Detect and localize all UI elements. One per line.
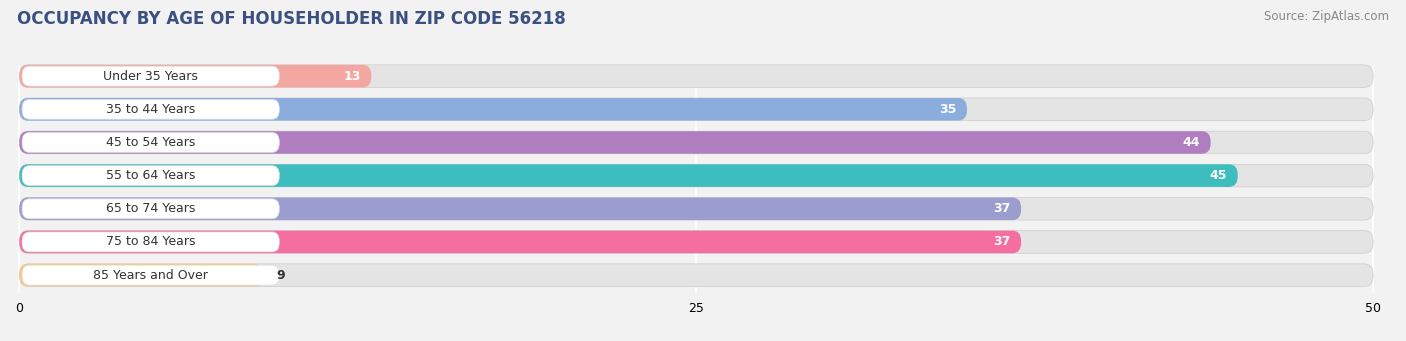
Text: 37: 37 [993, 235, 1011, 249]
FancyBboxPatch shape [20, 197, 1374, 220]
FancyBboxPatch shape [20, 164, 1374, 187]
Text: 9: 9 [277, 269, 285, 282]
Text: 35 to 44 Years: 35 to 44 Years [105, 103, 195, 116]
Text: 35: 35 [939, 103, 956, 116]
FancyBboxPatch shape [20, 264, 263, 286]
FancyBboxPatch shape [22, 232, 280, 252]
FancyBboxPatch shape [20, 264, 1374, 286]
Text: 65 to 74 Years: 65 to 74 Years [105, 202, 195, 215]
FancyBboxPatch shape [20, 65, 371, 87]
FancyBboxPatch shape [22, 166, 280, 186]
FancyBboxPatch shape [20, 164, 1237, 187]
FancyBboxPatch shape [20, 131, 1374, 154]
Text: OCCUPANCY BY AGE OF HOUSEHOLDER IN ZIP CODE 56218: OCCUPANCY BY AGE OF HOUSEHOLDER IN ZIP C… [17, 10, 565, 28]
Text: 44: 44 [1182, 136, 1199, 149]
Text: 13: 13 [343, 70, 360, 83]
Text: 45: 45 [1209, 169, 1227, 182]
Text: 37: 37 [993, 202, 1011, 215]
Text: 85 Years and Over: 85 Years and Over [93, 269, 208, 282]
FancyBboxPatch shape [22, 66, 280, 86]
FancyBboxPatch shape [22, 133, 280, 152]
FancyBboxPatch shape [22, 265, 280, 285]
FancyBboxPatch shape [20, 65, 1374, 87]
Text: Source: ZipAtlas.com: Source: ZipAtlas.com [1264, 10, 1389, 23]
FancyBboxPatch shape [20, 131, 1211, 154]
Text: 45 to 54 Years: 45 to 54 Years [105, 136, 195, 149]
Text: Under 35 Years: Under 35 Years [103, 70, 198, 83]
FancyBboxPatch shape [22, 199, 280, 219]
FancyBboxPatch shape [20, 98, 967, 121]
Text: 75 to 84 Years: 75 to 84 Years [105, 235, 195, 249]
FancyBboxPatch shape [22, 99, 280, 119]
Text: 55 to 64 Years: 55 to 64 Years [105, 169, 195, 182]
FancyBboxPatch shape [20, 98, 1374, 121]
FancyBboxPatch shape [20, 231, 1374, 253]
FancyBboxPatch shape [20, 231, 1021, 253]
FancyBboxPatch shape [20, 197, 1021, 220]
